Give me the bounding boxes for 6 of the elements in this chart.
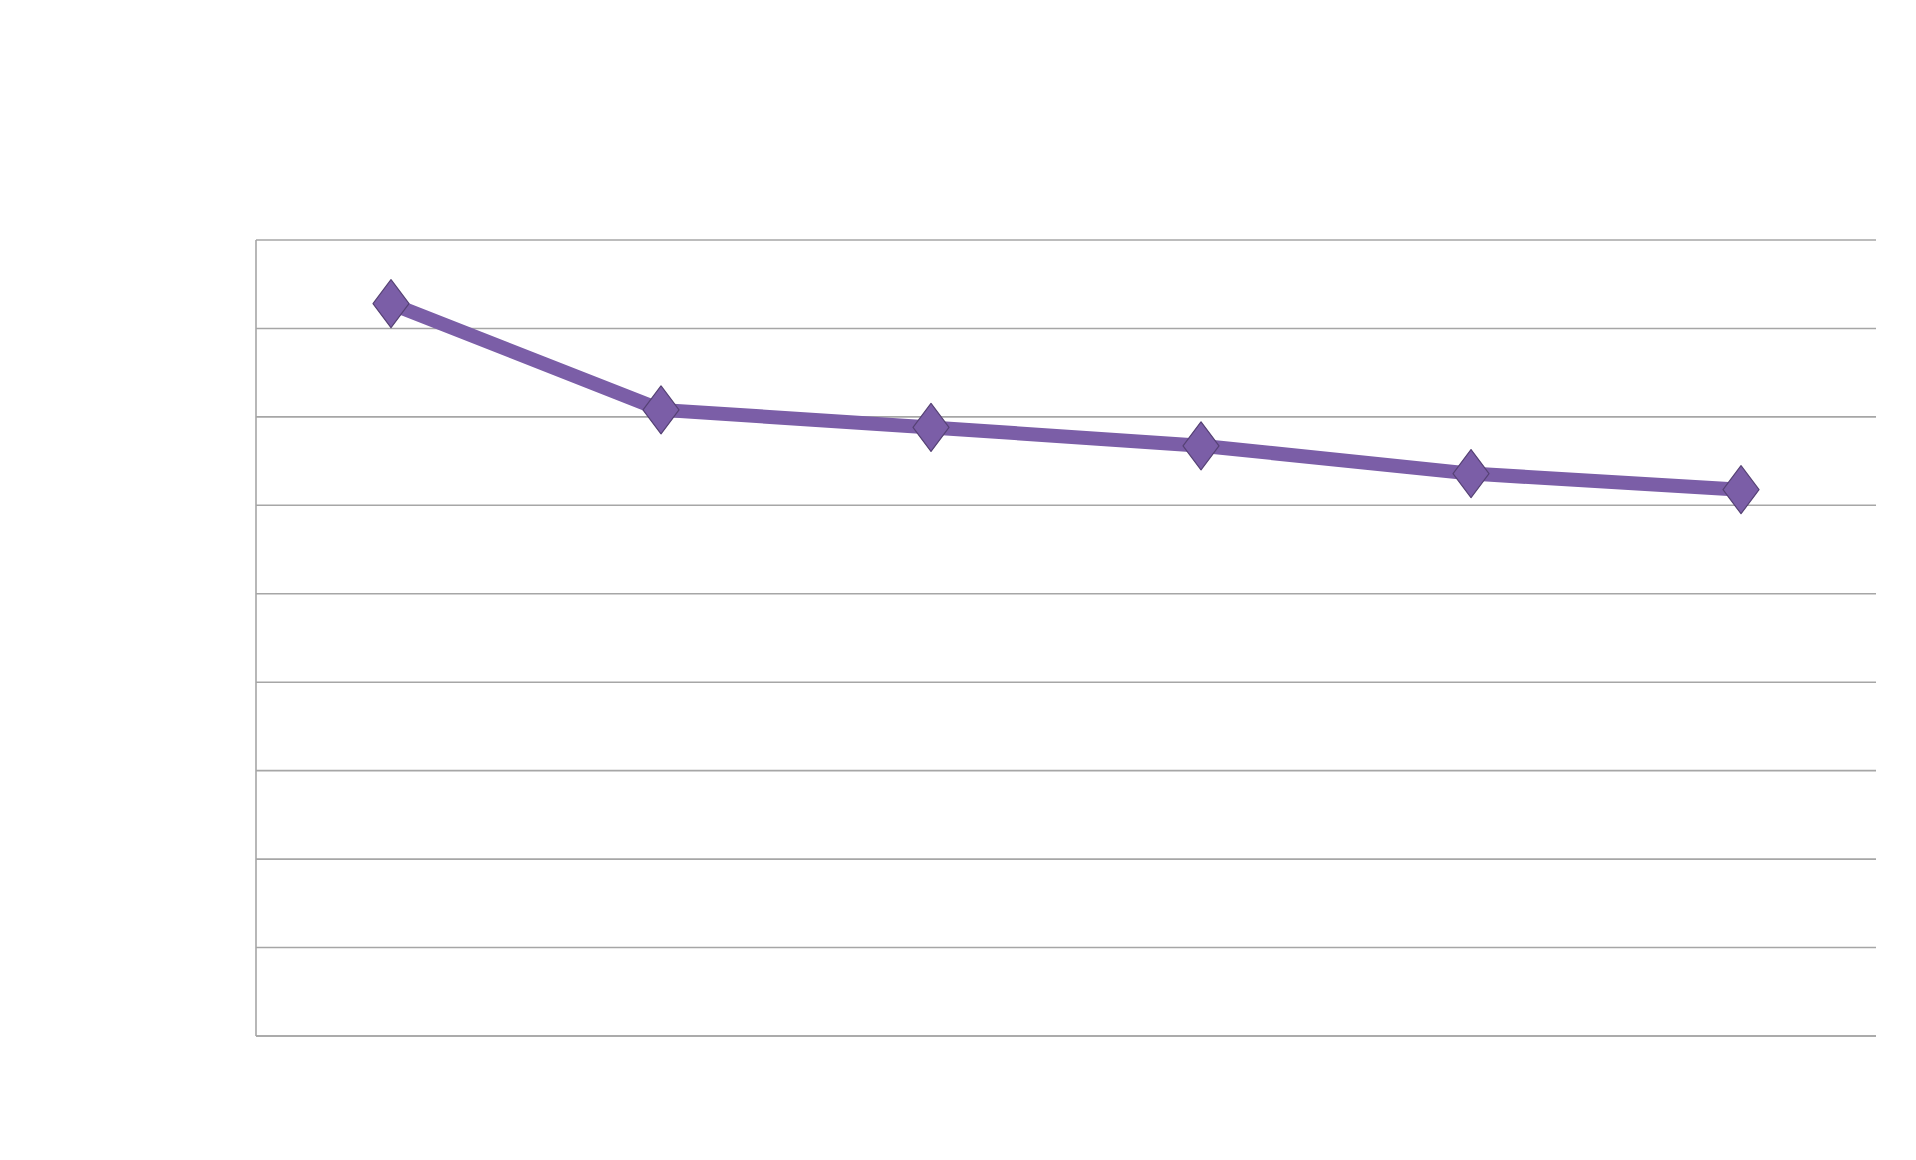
point [1722, 465, 1760, 515]
point [912, 402, 950, 453]
point [372, 279, 410, 329]
point [1452, 448, 1490, 499]
point [642, 385, 680, 435]
point [1182, 421, 1220, 471]
